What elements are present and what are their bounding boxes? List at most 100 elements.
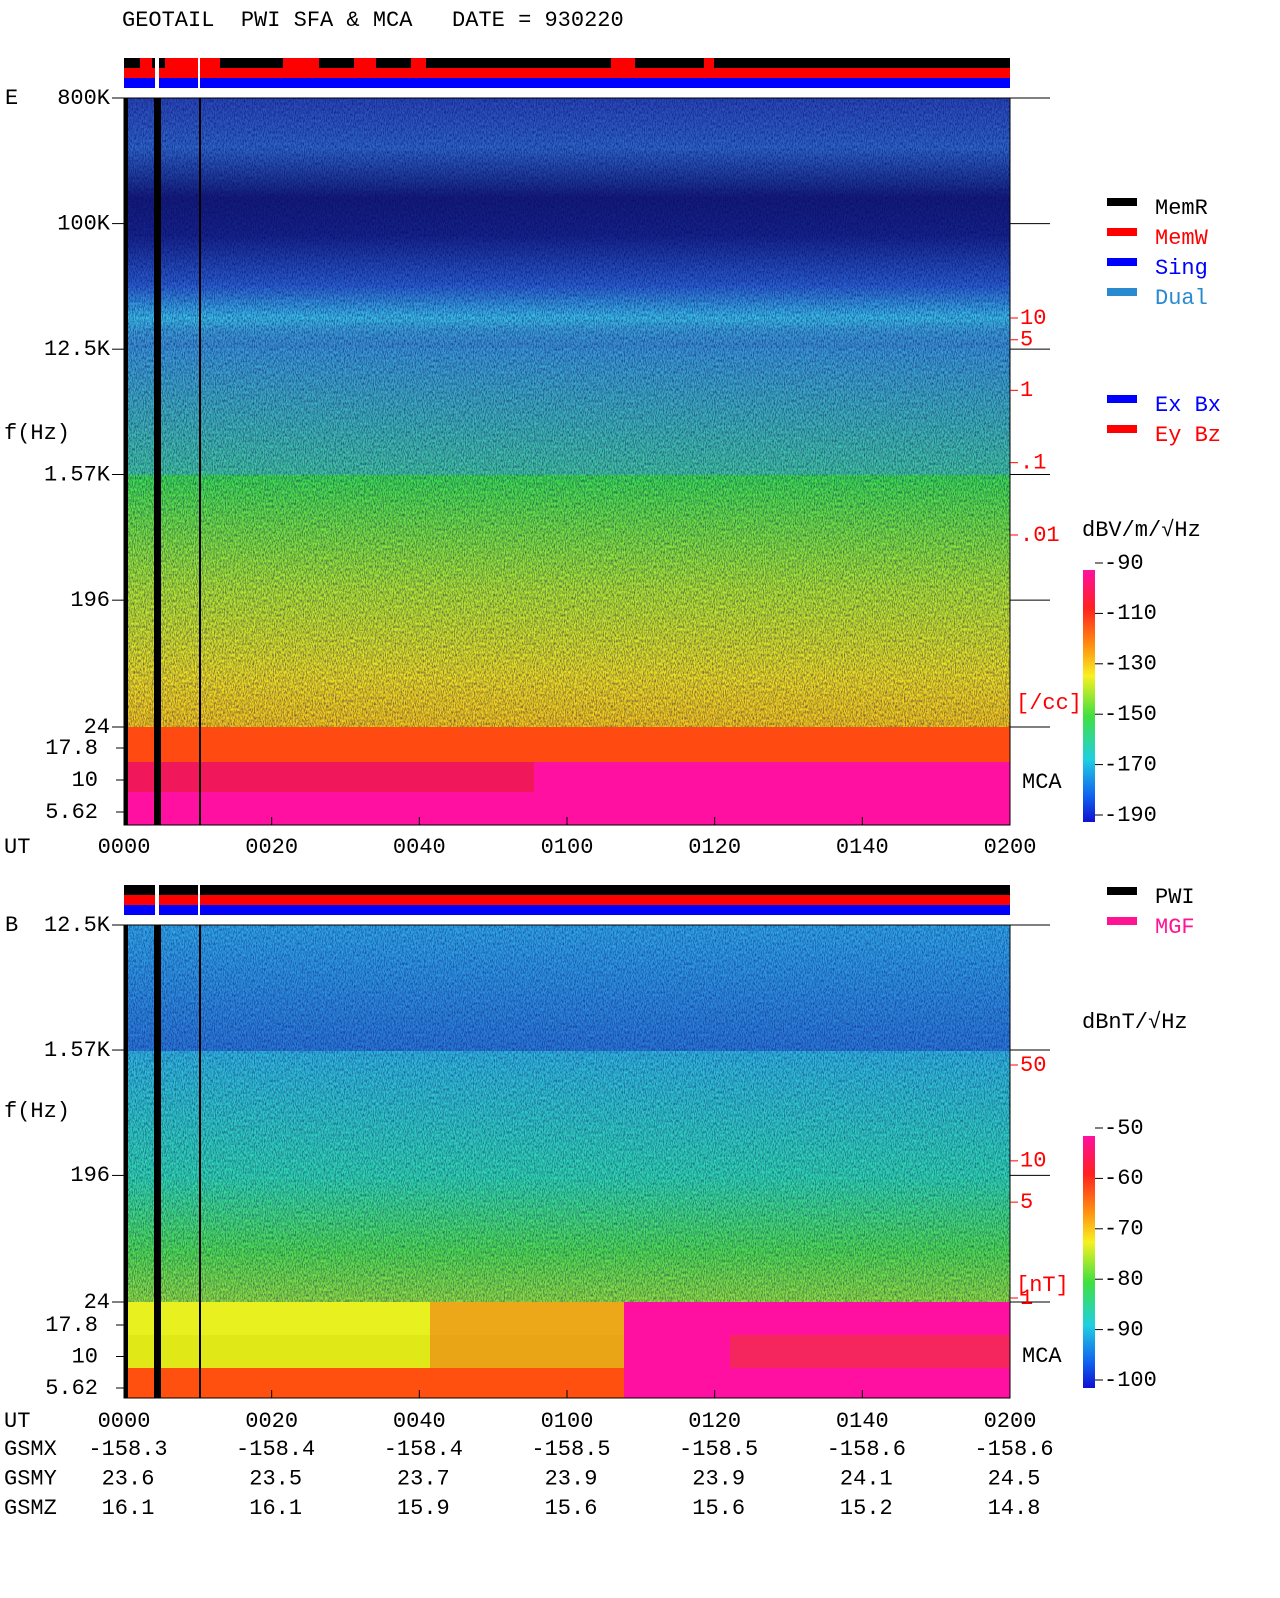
orbit-value: -158.5 <box>679 1437 758 1462</box>
colorbar-tick-label: -110 <box>1104 601 1157 626</box>
y-tick-label: 12.5K <box>44 913 111 938</box>
y-axis-label: f(Hz) <box>4 421 70 446</box>
orbit-value: 15.9 <box>397 1496 450 1521</box>
legend-label: Sing <box>1155 256 1208 281</box>
legend-swatch <box>1107 917 1137 925</box>
y2-tick-label: 10 <box>1020 1149 1046 1174</box>
y2-tick-label: 1 <box>1020 378 1033 403</box>
x-tick-label: 0040 <box>393 1409 446 1434</box>
panel-label: E <box>5 86 18 111</box>
orbit-value: 15.6 <box>545 1496 598 1521</box>
orbit-value: 15.2 <box>840 1496 893 1521</box>
orbit-value: -158.4 <box>236 1437 315 1462</box>
mca-tick-label: 10 <box>72 768 98 793</box>
legend-label: PWI <box>1155 885 1195 910</box>
colorbar-tick-label: -50 <box>1104 1116 1144 1141</box>
orbit-value: -158.6 <box>974 1437 1053 1462</box>
colorbar-tick-label: -170 <box>1104 752 1157 777</box>
orbit-value: -158.4 <box>384 1437 463 1462</box>
panel-label: B <box>5 913 18 938</box>
orbit-value: 23.9 <box>692 1466 745 1491</box>
y2-tick-label: 1 <box>1020 1286 1033 1311</box>
legend-label: MemW <box>1155 226 1209 251</box>
legend-swatch <box>1107 887 1137 895</box>
legend-swatch <box>1107 228 1137 236</box>
legend-label: Ey Bz <box>1155 423 1221 448</box>
orbit-value: 23.6 <box>102 1466 155 1491</box>
x-tick-label: 0200 <box>984 835 1037 860</box>
mca-tick-label: 17.8 <box>45 1313 98 1338</box>
y-tick-label: 100K <box>57 211 111 236</box>
legend-swatch <box>1107 198 1137 206</box>
x-axis-label: UT <box>4 835 30 860</box>
x-axis-label: UT <box>4 1409 30 1434</box>
y2-tick-label: 5 <box>1020 1190 1033 1215</box>
colorbar-tick-label: -150 <box>1104 702 1157 727</box>
mca-tick-label: 5.62 <box>45 800 98 825</box>
mca-label: MCA <box>1022 1344 1062 1369</box>
orbit-value: -158.3 <box>88 1437 167 1462</box>
x-tick-label: 0020 <box>245 835 298 860</box>
y-tick-label: 800K <box>57 86 111 111</box>
y2-tick-label: 5 <box>1020 328 1033 353</box>
colorbar-tick-label: -190 <box>1104 803 1157 828</box>
y2-tick-label: .01 <box>1020 523 1060 548</box>
orbit-value: 24.1 <box>840 1466 893 1491</box>
colorbar-tick-label: -90 <box>1104 551 1144 576</box>
x-tick-label: 0140 <box>836 1409 889 1434</box>
colorbar-label: dBnT/√Hz <box>1082 1010 1188 1035</box>
x-tick-label: 0000 <box>98 1409 151 1434</box>
colorbar-tick-label: -90 <box>1104 1317 1144 1342</box>
orbit-row-label: GSMZ <box>4 1496 57 1521</box>
legend-swatch <box>1107 395 1137 403</box>
y2-tick-label: .1 <box>1020 450 1046 475</box>
y-tick-label: 1.57K <box>44 462 111 487</box>
y-tick-label: 24 <box>84 715 110 740</box>
legend-label: MemR <box>1155 196 1208 221</box>
orbit-value: 14.8 <box>988 1496 1041 1521</box>
x-tick-label: 0120 <box>688 835 741 860</box>
y2-unit: [nT] <box>1016 1273 1069 1298</box>
legend-swatch <box>1107 425 1137 433</box>
x-tick-label: 0140 <box>836 835 889 860</box>
colorbar-tick-label: -100 <box>1104 1368 1157 1393</box>
y-tick-label: 196 <box>70 1163 110 1188</box>
page-title: GEOTAIL PWI SFA & MCA DATE = 930220 <box>122 8 624 33</box>
y2-unit: [/cc] <box>1016 691 1082 716</box>
mca-tick-label: 17.8 <box>45 736 98 761</box>
orbit-row-label: GSMY <box>4 1466 57 1491</box>
orbit-value: -158.6 <box>827 1437 906 1462</box>
colorbar-tick-label: -70 <box>1104 1217 1144 1242</box>
orbit-value: -158.5 <box>531 1437 610 1462</box>
x-tick-label: 0000 <box>98 835 151 860</box>
orbit-value: 15.6 <box>692 1496 745 1521</box>
x-tick-label: 0020 <box>245 1409 298 1434</box>
orbit-value: 16.1 <box>249 1496 302 1521</box>
colorbar-tick-label: -130 <box>1104 652 1157 677</box>
legend-swatch <box>1107 288 1137 296</box>
colorbar-tick-label: -60 <box>1104 1166 1144 1191</box>
orbit-value: 24.5 <box>988 1466 1041 1491</box>
mca-label: MCA <box>1022 770 1062 795</box>
x-tick-label: 0200 <box>984 1409 1037 1434</box>
y2-tick-label: 50 <box>1020 1053 1046 1078</box>
y-tick-label: 12.5K <box>44 337 111 362</box>
spectrogram-image <box>124 58 1095 1398</box>
y-tick-label: 1.57K <box>44 1038 111 1063</box>
y-axis-label: f(Hz) <box>4 1099 70 1124</box>
colorbar-label: dBV/m/√Hz <box>1082 518 1201 543</box>
legend-label: MGF <box>1155 915 1195 940</box>
colorbar-tick-label: -80 <box>1104 1267 1144 1292</box>
legend-label: Ex Bx <box>1155 393 1221 418</box>
mca-tick-label: 10 <box>72 1344 98 1369</box>
y2-tick-label: 10 <box>1020 306 1046 331</box>
mca-tick-label: 5.62 <box>45 1376 98 1401</box>
orbit-value: 23.5 <box>249 1466 302 1491</box>
orbit-row-label: GSMX <box>4 1437 57 1462</box>
x-tick-label: 0100 <box>541 1409 594 1434</box>
orbit-value: 23.7 <box>397 1466 450 1491</box>
x-tick-label: 0100 <box>541 835 594 860</box>
legend-label: Dual <box>1155 286 1208 311</box>
x-tick-label: 0120 <box>688 1409 741 1434</box>
